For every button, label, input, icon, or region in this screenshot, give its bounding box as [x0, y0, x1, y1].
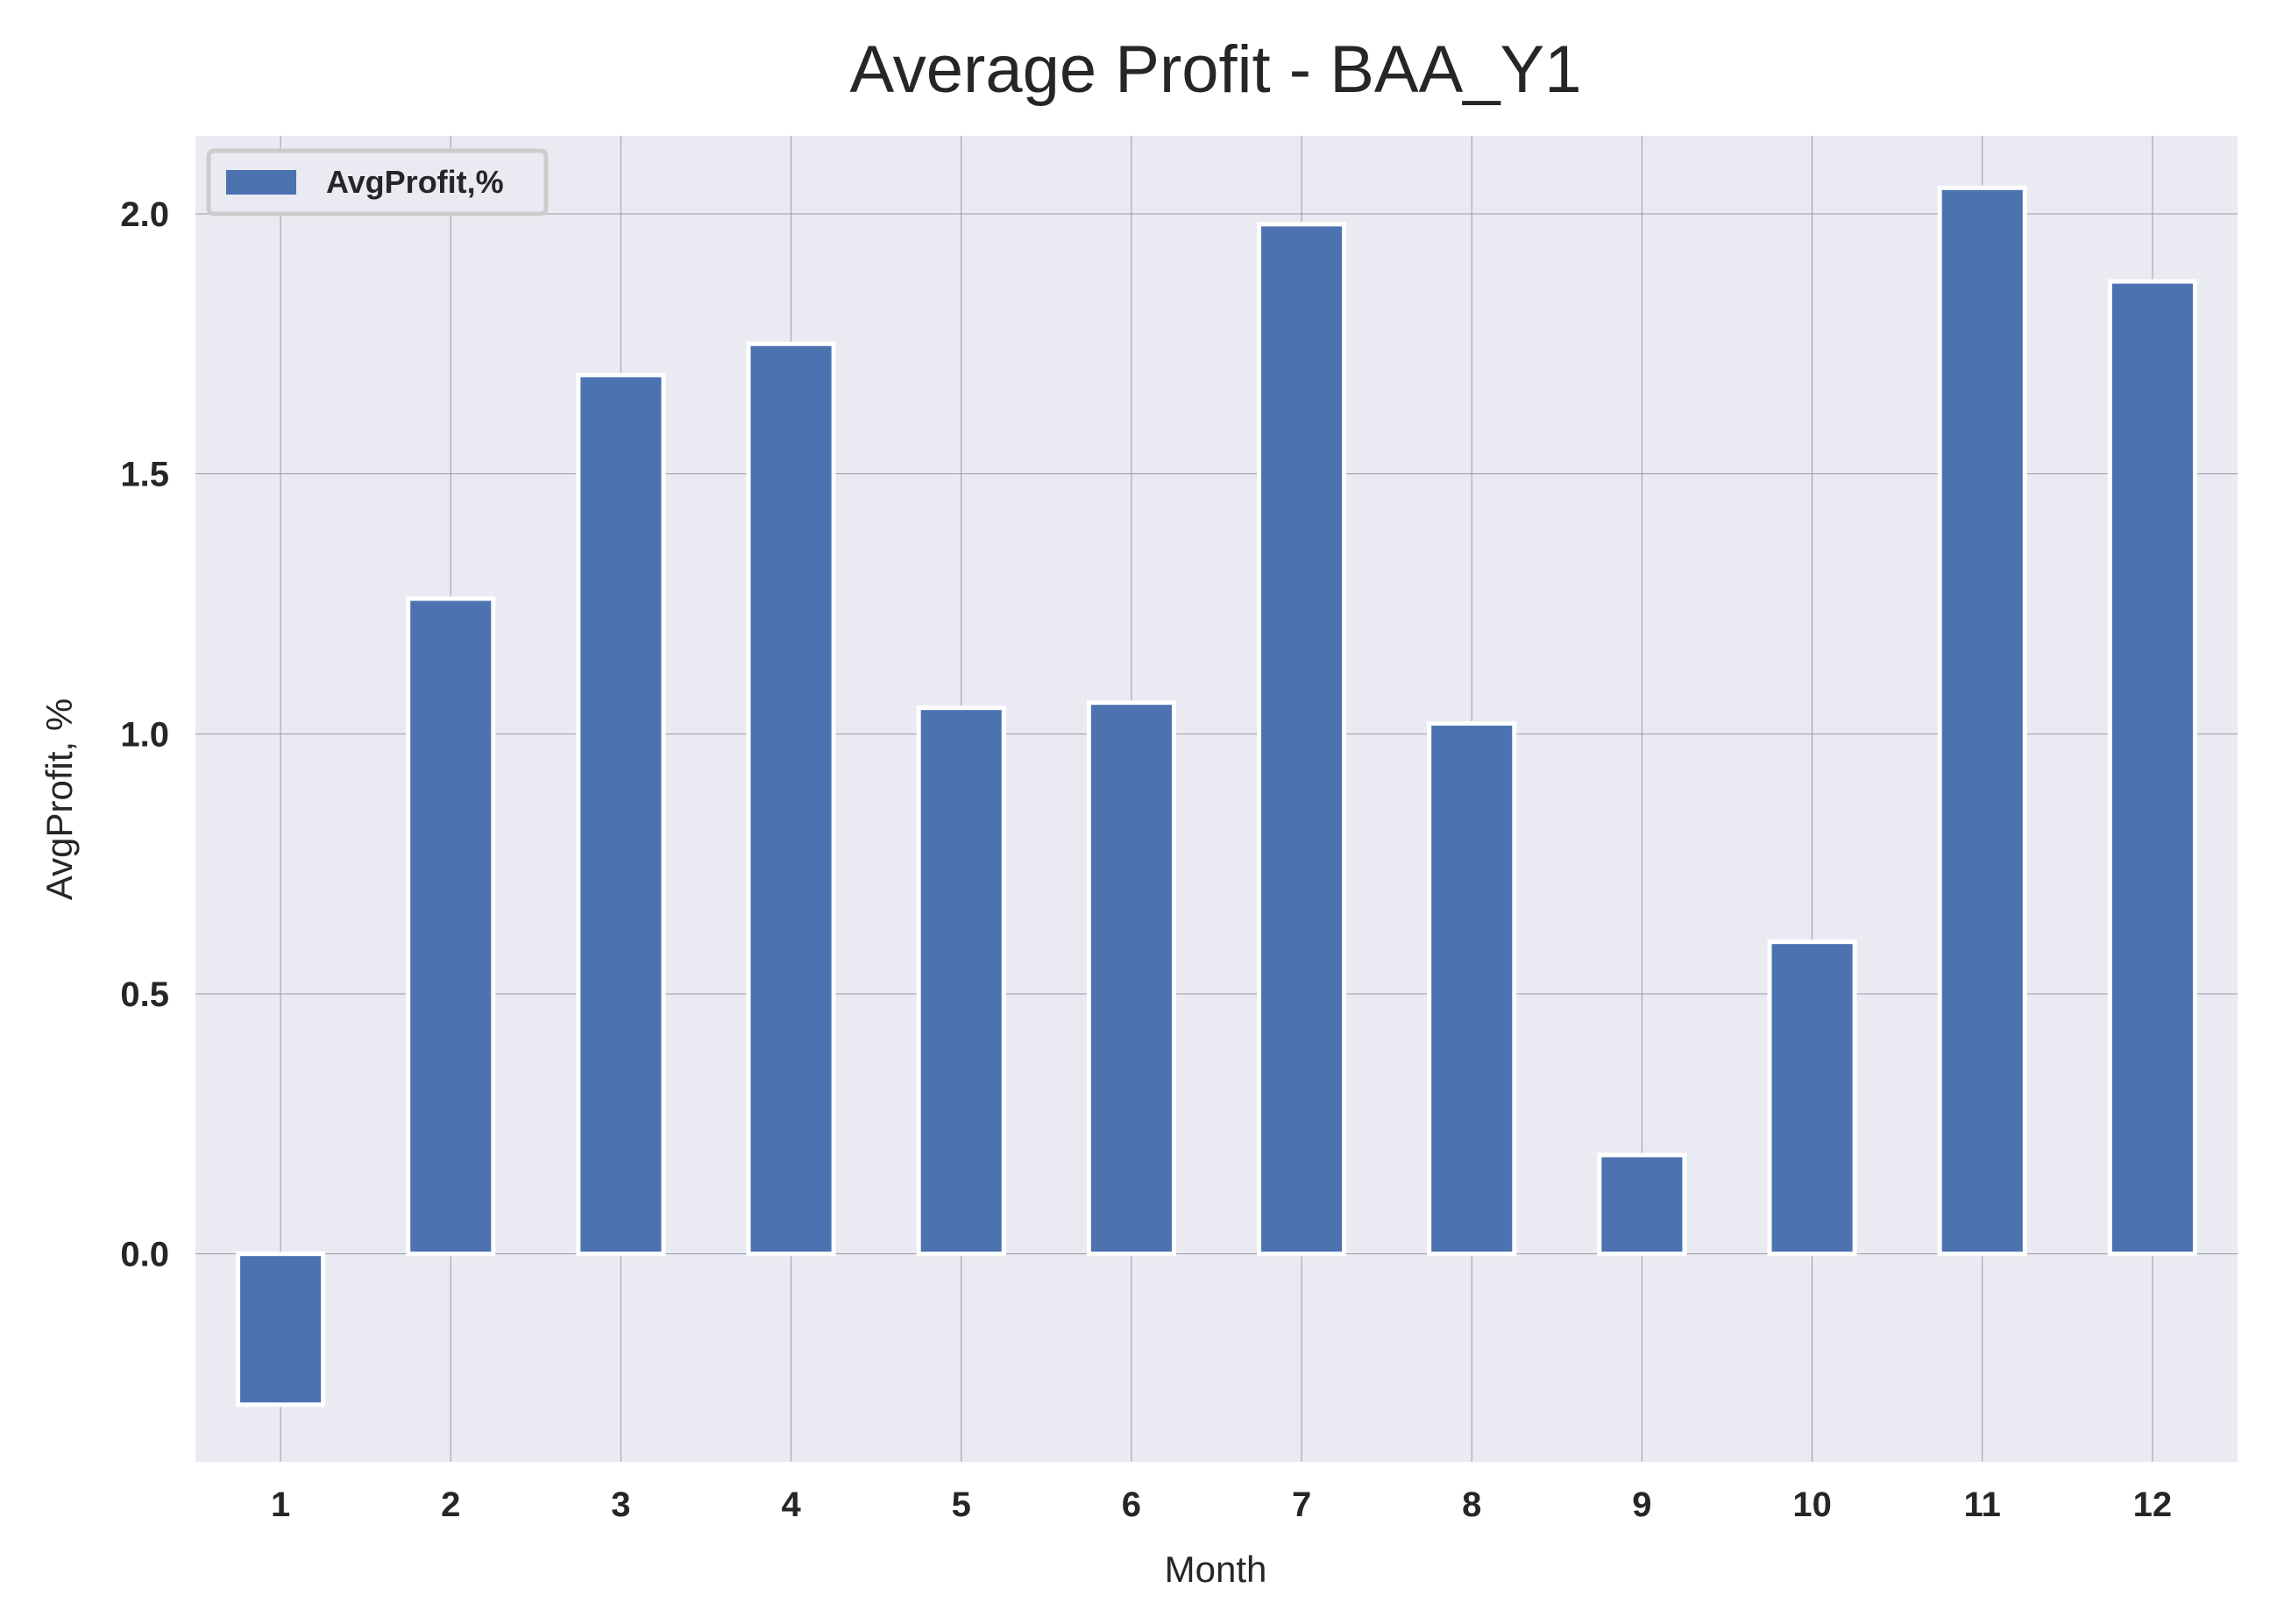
x-tick-label: 7	[1292, 1486, 1311, 1524]
x-axis-label: Month	[1165, 1549, 1267, 1590]
y-tick-label: 1.0	[120, 715, 169, 754]
x-tick-label: 3	[611, 1486, 630, 1524]
bar-month-2	[406, 596, 496, 1257]
bar-month-4	[746, 341, 836, 1257]
x-tick-label: 9	[1632, 1486, 1651, 1524]
x-tick-label: 2	[441, 1486, 460, 1524]
bar-month-6	[1086, 700, 1176, 1257]
x-tick-label: 8	[1462, 1486, 1481, 1524]
bar-month-5	[916, 706, 1006, 1257]
legend-swatch	[226, 170, 296, 195]
x-tick-labels: 1 2 3 4 5 6 7 8 9 10 11 12	[271, 1486, 2172, 1524]
y-tick-label: 2.0	[120, 195, 169, 234]
x-tick-label: 11	[1964, 1486, 2001, 1524]
bar-month-7	[1257, 222, 1347, 1257]
plot-area	[195, 136, 2238, 1462]
y-tick-label: 0.0	[120, 1236, 169, 1274]
x-tick-label: 4	[781, 1486, 801, 1524]
x-tick-label: 6	[1122, 1486, 1141, 1524]
legend-frame	[206, 148, 549, 216]
bar-month-3	[576, 372, 666, 1257]
bars	[236, 185, 2197, 1408]
bar-month-12	[2107, 279, 2197, 1257]
y-axis-label: AvgProfit, %	[39, 699, 80, 900]
legend-label: AvgProfit,%	[326, 164, 504, 200]
x-tick-label: 5	[952, 1486, 971, 1524]
x-tick-label: 12	[2133, 1486, 2173, 1524]
bar-month-8	[1427, 720, 1517, 1257]
x-tick-label: 1	[271, 1486, 290, 1524]
bar-month-9	[1597, 1152, 1687, 1257]
bar-month-10	[1767, 940, 1857, 1257]
bar-month-1	[236, 1252, 326, 1408]
y-tick-labels: 0.0 0.5 1.0 1.5 2.0	[120, 195, 169, 1274]
y-tick-label: 0.5	[120, 975, 169, 1014]
legend: AvgProfit,%	[206, 148, 549, 216]
y-tick-label: 1.5	[120, 456, 169, 494]
x-tick-label: 10	[1792, 1486, 1832, 1524]
bar-month-11	[1937, 185, 2027, 1257]
chart-title: Average Profit - BAA_Y1	[849, 32, 1581, 107]
